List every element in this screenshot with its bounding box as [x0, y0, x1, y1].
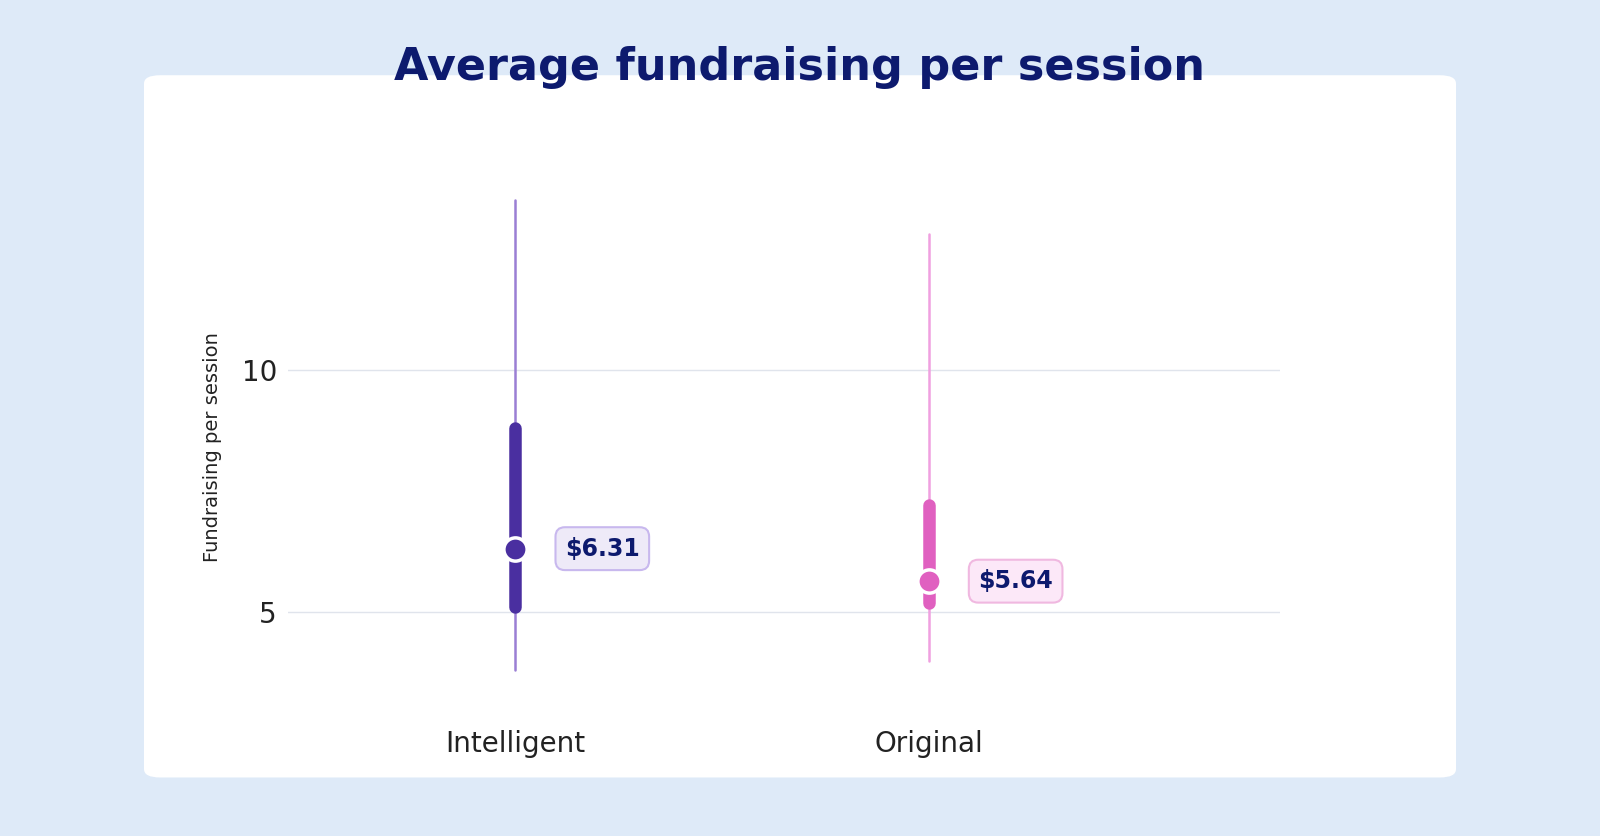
Y-axis label: Fundraising per session: Fundraising per session — [203, 333, 222, 562]
Point — [915, 574, 941, 588]
Text: $5.64: $5.64 — [978, 569, 1053, 594]
Text: Average fundraising per session: Average fundraising per session — [395, 46, 1205, 89]
Point — [502, 542, 528, 555]
Text: $6.31: $6.31 — [565, 537, 640, 561]
